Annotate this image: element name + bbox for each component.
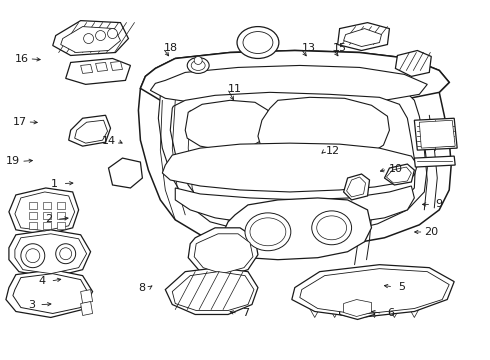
Polygon shape bbox=[258, 97, 390, 160]
Polygon shape bbox=[108, 158, 143, 188]
Text: 3: 3 bbox=[28, 300, 35, 310]
Polygon shape bbox=[340, 296, 374, 319]
Polygon shape bbox=[150, 66, 427, 106]
Text: 20: 20 bbox=[424, 227, 439, 237]
Text: 14: 14 bbox=[102, 136, 116, 145]
Polygon shape bbox=[29, 222, 37, 229]
Text: 8: 8 bbox=[138, 283, 145, 293]
Polygon shape bbox=[61, 27, 121, 53]
Polygon shape bbox=[96, 62, 107, 71]
Circle shape bbox=[56, 244, 75, 264]
Text: 15: 15 bbox=[333, 43, 347, 53]
Polygon shape bbox=[74, 120, 107, 143]
Polygon shape bbox=[194, 234, 253, 274]
Text: 18: 18 bbox=[164, 43, 178, 53]
Polygon shape bbox=[66, 58, 130, 84]
Text: 2: 2 bbox=[45, 215, 52, 224]
Polygon shape bbox=[15, 234, 87, 274]
Ellipse shape bbox=[245, 213, 291, 251]
Polygon shape bbox=[9, 230, 91, 278]
Text: 5: 5 bbox=[398, 282, 405, 292]
Polygon shape bbox=[280, 230, 319, 248]
Text: 7: 7 bbox=[243, 309, 249, 318]
Polygon shape bbox=[43, 222, 51, 229]
Text: 10: 10 bbox=[389, 164, 402, 174]
Polygon shape bbox=[13, 274, 89, 314]
Polygon shape bbox=[43, 202, 51, 209]
Polygon shape bbox=[385, 164, 415, 185]
Polygon shape bbox=[387, 167, 412, 183]
Polygon shape bbox=[165, 268, 258, 315]
Text: 9: 9 bbox=[436, 199, 443, 210]
Polygon shape bbox=[81, 289, 93, 303]
Ellipse shape bbox=[317, 216, 346, 240]
Text: 17: 17 bbox=[12, 117, 26, 127]
Polygon shape bbox=[6, 270, 93, 318]
Polygon shape bbox=[188, 228, 258, 278]
Polygon shape bbox=[53, 21, 128, 55]
Circle shape bbox=[96, 31, 105, 41]
Polygon shape bbox=[222, 198, 371, 260]
Text: 16: 16 bbox=[14, 54, 28, 64]
Polygon shape bbox=[81, 64, 93, 73]
Polygon shape bbox=[29, 212, 37, 219]
Polygon shape bbox=[338, 23, 390, 50]
Circle shape bbox=[21, 244, 45, 268]
Circle shape bbox=[60, 248, 72, 260]
Polygon shape bbox=[57, 212, 65, 219]
Polygon shape bbox=[300, 269, 449, 315]
Ellipse shape bbox=[191, 60, 205, 71]
Polygon shape bbox=[343, 300, 371, 316]
Polygon shape bbox=[15, 192, 74, 231]
Polygon shape bbox=[171, 92, 416, 228]
Circle shape bbox=[107, 28, 118, 39]
Circle shape bbox=[194, 57, 202, 64]
Polygon shape bbox=[415, 156, 455, 167]
Text: 11: 11 bbox=[228, 84, 242, 94]
Polygon shape bbox=[111, 62, 122, 71]
Polygon shape bbox=[346, 177, 366, 197]
Polygon shape bbox=[69, 115, 111, 146]
Polygon shape bbox=[395, 50, 431, 76]
Polygon shape bbox=[162, 143, 417, 192]
Ellipse shape bbox=[237, 27, 279, 58]
Text: 12: 12 bbox=[326, 145, 340, 156]
Text: 13: 13 bbox=[301, 43, 316, 53]
Polygon shape bbox=[158, 80, 427, 235]
Circle shape bbox=[26, 249, 40, 263]
Text: 6: 6 bbox=[387, 309, 394, 318]
Circle shape bbox=[84, 33, 94, 44]
Polygon shape bbox=[419, 120, 455, 148]
Polygon shape bbox=[9, 188, 78, 235]
Polygon shape bbox=[343, 174, 369, 200]
Polygon shape bbox=[292, 265, 454, 318]
Polygon shape bbox=[141, 50, 449, 108]
Polygon shape bbox=[185, 100, 268, 150]
Text: 19: 19 bbox=[6, 156, 20, 166]
Polygon shape bbox=[57, 202, 65, 209]
Ellipse shape bbox=[243, 32, 273, 54]
Ellipse shape bbox=[250, 218, 286, 246]
Polygon shape bbox=[415, 118, 457, 150]
Polygon shape bbox=[172, 272, 254, 310]
Polygon shape bbox=[175, 186, 415, 226]
Text: 4: 4 bbox=[39, 276, 46, 286]
Polygon shape bbox=[138, 50, 451, 248]
Text: 1: 1 bbox=[51, 179, 58, 189]
Polygon shape bbox=[29, 202, 37, 209]
Ellipse shape bbox=[312, 211, 352, 245]
Polygon shape bbox=[57, 222, 65, 229]
Polygon shape bbox=[81, 302, 93, 315]
Polygon shape bbox=[343, 28, 382, 46]
Polygon shape bbox=[43, 212, 51, 219]
Ellipse shape bbox=[187, 58, 209, 73]
